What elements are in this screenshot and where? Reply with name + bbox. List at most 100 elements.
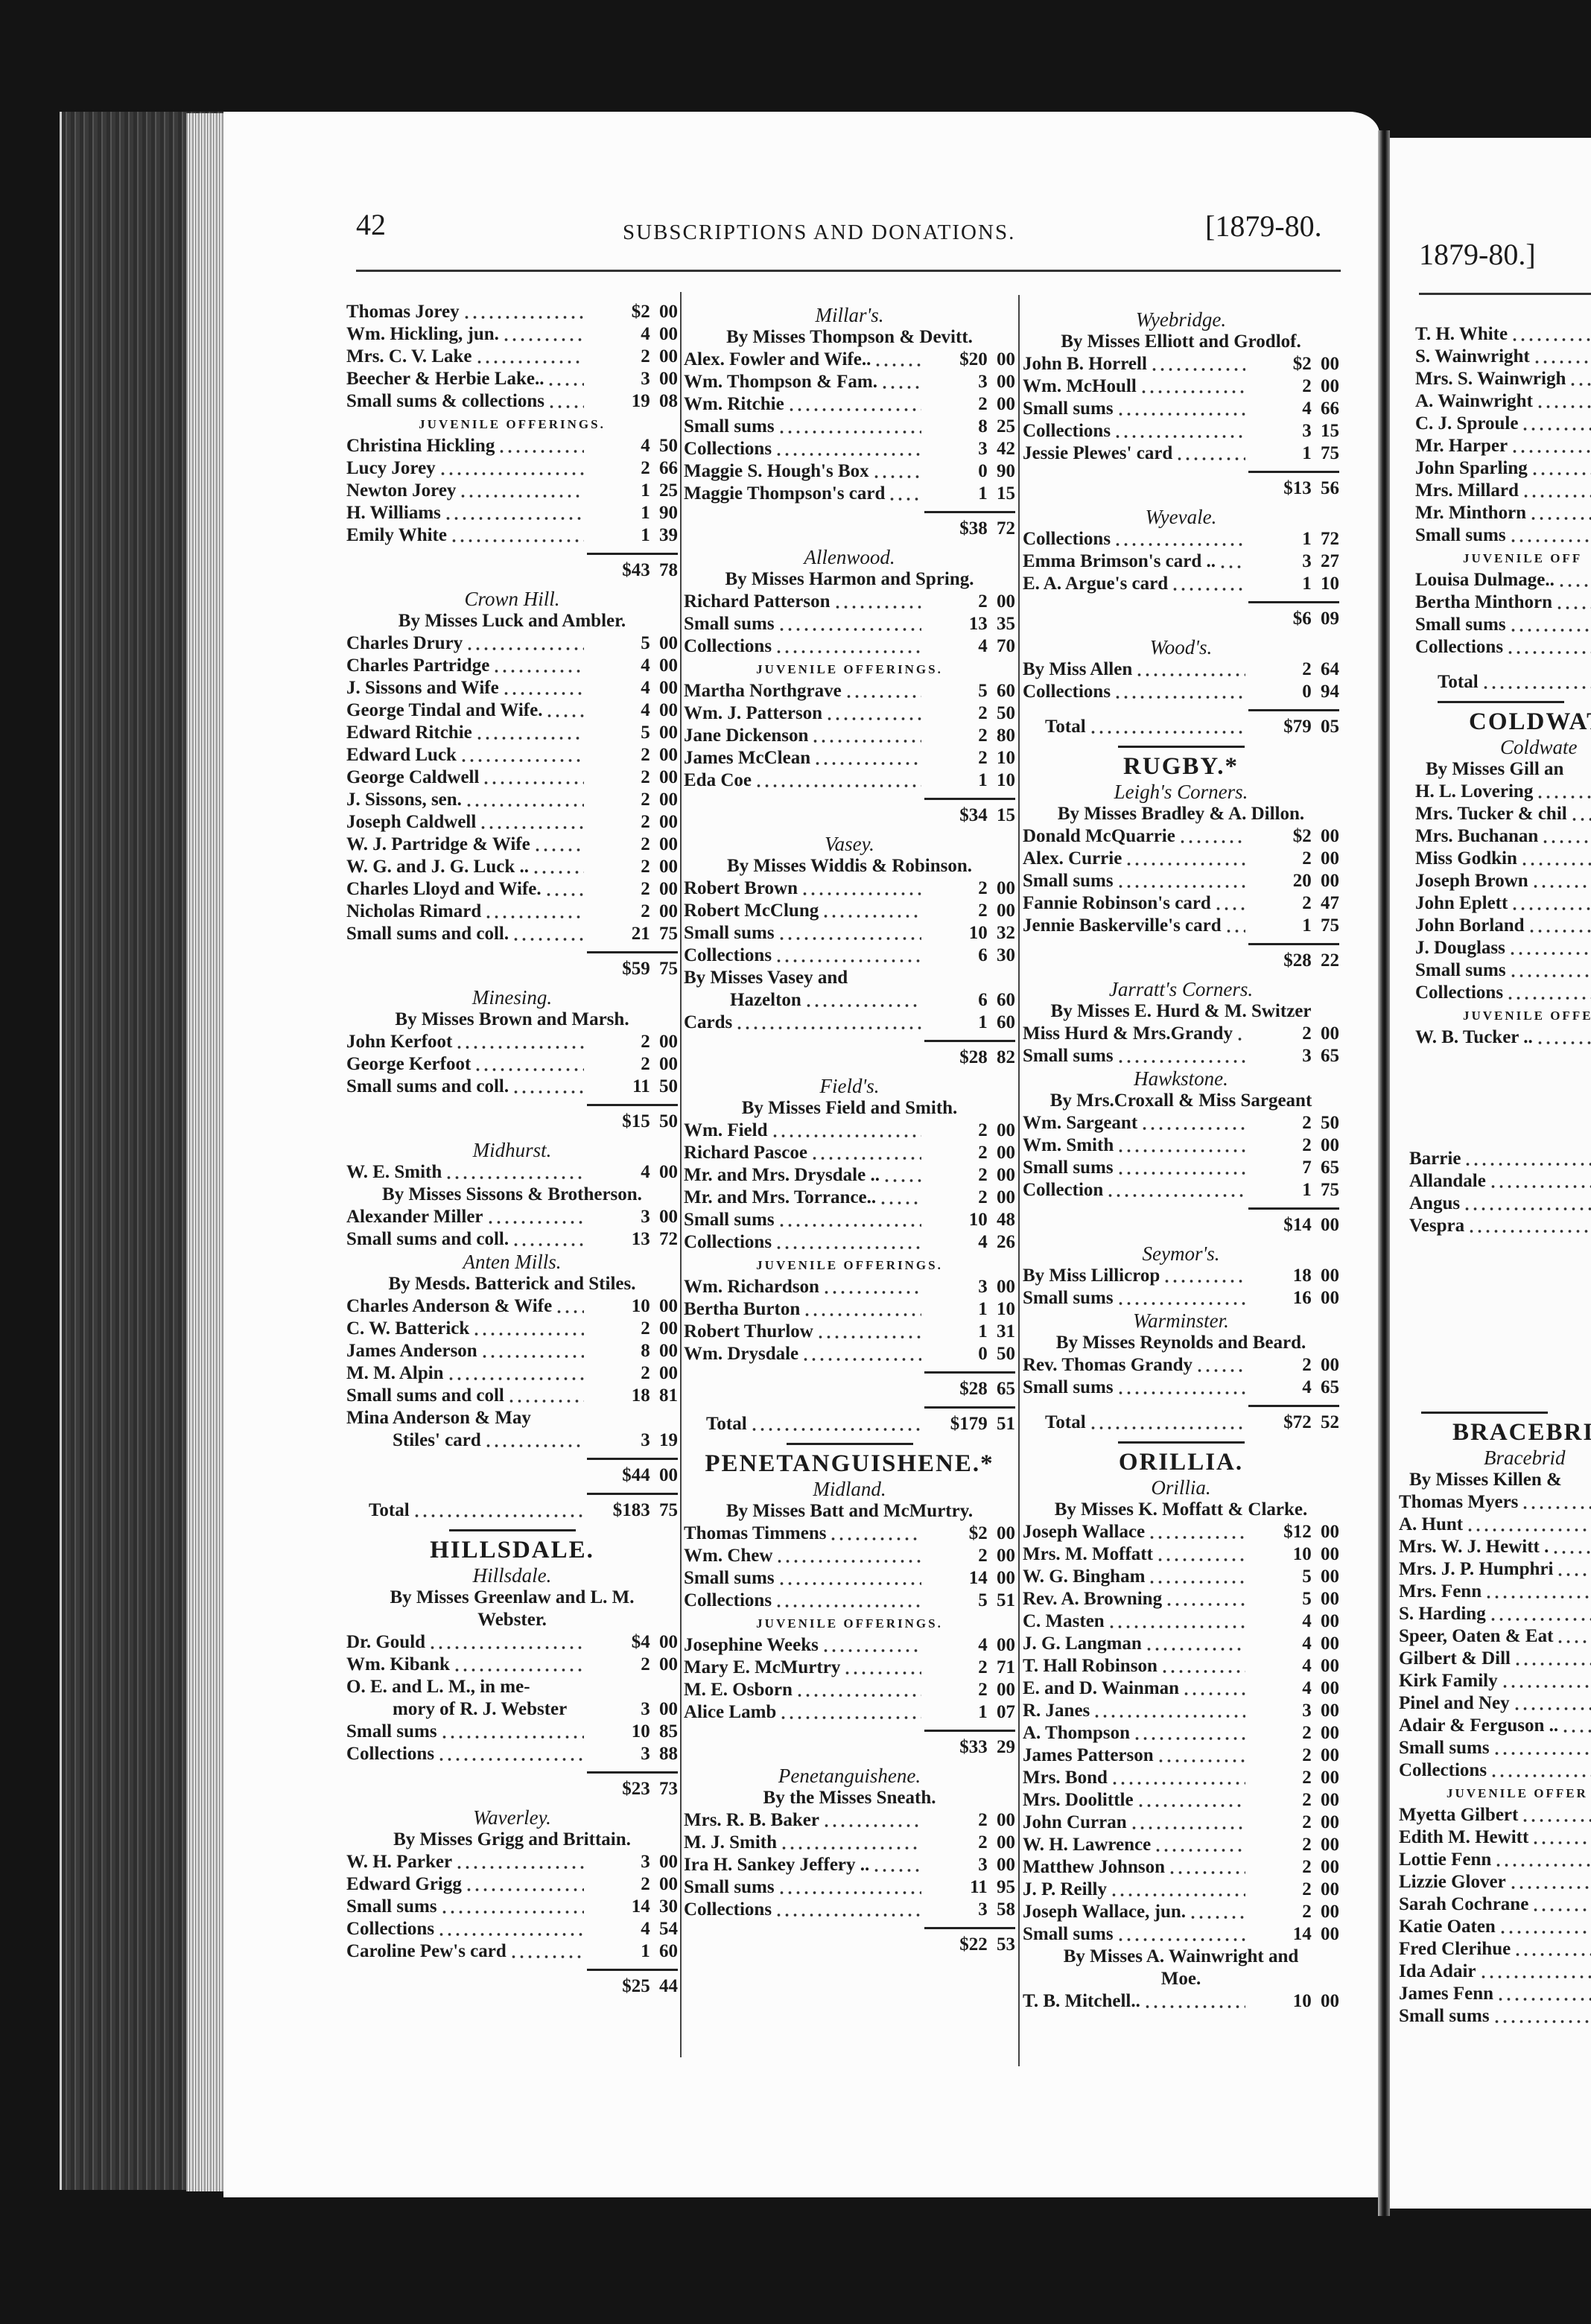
donor-name: Wm. McHoull <box>1023 376 1137 396</box>
entry-row: J. Douglass <box>1415 937 1591 959</box>
place-heading: Midland. <box>813 1478 886 1500</box>
donor-name: John B. Horrell <box>1023 354 1147 374</box>
entry-row: Robert Brown 2 00 <box>684 877 1015 900</box>
donor-name: Adair & Ferguson .. <box>1399 1715 1559 1736</box>
total: Total $79 05 <box>1023 709 1339 738</box>
donor-name: Alex. Fowler and Wife.. <box>684 349 871 369</box>
donor-name: Wm. Hickling, jun. <box>346 324 499 344</box>
donor-name: Small sums and coll. <box>346 924 509 944</box>
amount: 1 60 <box>978 1012 1015 1032</box>
amount: 2 00 <box>1302 1879 1339 1899</box>
dot-leader <box>813 747 921 769</box>
entry-row: Mrs. J. P. Humphri <box>1399 1558 1591 1581</box>
amount: 19 08 <box>631 391 678 411</box>
subtotal-row: $28 65 <box>684 1378 1015 1400</box>
dot-leader <box>479 811 584 834</box>
subtotal-amount: $28 65 <box>959 1379 1015 1399</box>
place-heading: Vasey. <box>825 833 874 855</box>
donor-name: John Kerfoot <box>346 1032 453 1052</box>
dot-leader <box>1535 390 1591 413</box>
juvenile-offerings-heading: JUVENILE OFFERINGS. <box>756 662 943 676</box>
entry-row: Alexander Miller 3 00 <box>346 1206 678 1228</box>
amount: 2 00 <box>978 901 1015 921</box>
dot-leader <box>1463 1193 1591 1215</box>
subtotal-rule <box>924 1730 1015 1732</box>
dot-leader <box>1492 1737 1591 1759</box>
entry-row: Small sums and coll. 11 50 <box>346 1076 678 1098</box>
dot-leader <box>844 680 921 702</box>
donor-name: Small sums <box>1023 399 1114 419</box>
entry-row: Robert Thurlow 1 31 <box>684 1321 1015 1343</box>
donor-name: Collections <box>684 1899 772 1920</box>
dot-leader <box>498 435 584 457</box>
amount: 3 00 <box>1302 1701 1339 1721</box>
dot-leader <box>555 1295 584 1318</box>
donor-name: Cards <box>684 1012 733 1032</box>
total: Total <box>1415 664 1591 693</box>
dot-leader <box>1175 442 1245 465</box>
subtotal-amount: $34 15 <box>959 805 1015 825</box>
dot-leader <box>1506 982 1591 1004</box>
entry-row: Edward Grigg 2 00 <box>346 1873 678 1896</box>
amount: 3 00 <box>641 369 678 389</box>
entry-row: R. Janes 3 00 <box>1023 1700 1339 1722</box>
dot-leader <box>1195 1354 1245 1377</box>
collectors-line: By Misses Grigg and Brittain. <box>393 1829 631 1850</box>
section-title: RUGBY.* <box>1123 753 1239 780</box>
dot-leader <box>446 1362 584 1385</box>
entry-row: Ida Adair <box>1399 1961 1591 1983</box>
entry-row: Mrs. R. B. Baker 2 00 <box>684 1809 1015 1832</box>
entry-row: Christina Hickling 4 50 <box>346 435 678 457</box>
entry-row: W. B. Tucker .. <box>1415 1026 1591 1049</box>
collectors-line: Webster. <box>477 1610 547 1630</box>
donor-name: Small sums <box>1415 525 1506 545</box>
entry-row: H. Williams 1 90 <box>346 502 678 524</box>
dot-leader <box>775 1231 921 1254</box>
donor-name: Collections <box>684 636 772 656</box>
subtotal: $13 56 <box>1023 471 1339 500</box>
dot-leader <box>822 900 921 922</box>
entry-row: Mrs. Millard <box>1415 480 1591 502</box>
amount: 2 00 <box>1302 1768 1339 1788</box>
donor-name: Josephine Weeks <box>684 1635 819 1655</box>
amount: 20 00 <box>1292 871 1339 891</box>
entry-row: Small sums <box>1399 2005 1591 2028</box>
collectors-line: By Misses Widdis & Robinson. <box>726 856 973 876</box>
entry-row: Barrie <box>1409 1148 1591 1170</box>
dot-leader <box>1531 1893 1591 1916</box>
collectors-line: By Misses Greenlaw and L. M. <box>390 1587 635 1607</box>
amount: 1 39 <box>641 525 678 545</box>
dot-leader <box>1116 1377 1245 1399</box>
collectors-line: By Misses Brown and Marsh. <box>395 1009 629 1029</box>
entry-row: Jessie Plewes' card 1 75 <box>1023 442 1339 465</box>
column-2: Millar's. By Misses Thompson & Devitt. Ale… <box>684 304 1015 1962</box>
dot-leader <box>1508 614 1591 636</box>
donor-name: O. E. and L. M., in me- <box>346 1677 530 1697</box>
donor-name: W. G. and J. G. Luck .. <box>346 857 529 877</box>
entry-row: Collections 0 94 <box>1023 681 1339 703</box>
amount: 2 00 <box>641 1654 678 1674</box>
dot-leader <box>492 655 584 677</box>
donor-name: Small sums <box>1023 871 1114 891</box>
entry-row: Charles Partridge 4 00 <box>346 655 678 677</box>
dot-leader <box>1521 1491 1591 1514</box>
donor-name: Edith M. Hewitt <box>1399 1827 1529 1847</box>
section-title: ORILLIA. <box>1118 1449 1244 1476</box>
dot-leader <box>787 393 921 416</box>
entry-row: Small sums <box>1415 614 1591 636</box>
dot-leader <box>1160 1655 1245 1677</box>
dot-leader <box>816 1321 921 1343</box>
entry-row: S. Harding <box>1399 1603 1591 1625</box>
dot-leader <box>506 1385 584 1407</box>
dot-leader <box>428 1631 584 1654</box>
dot-leader <box>1165 1588 1245 1610</box>
donor-name: M. E. Osborn <box>684 1680 793 1700</box>
donor-name: Stiles' card <box>393 1430 481 1450</box>
dot-leader <box>843 1657 921 1679</box>
amount: 3 00 <box>978 1277 1015 1297</box>
dot-leader <box>1508 524 1591 547</box>
entry-row: Lottie Fenn <box>1399 1849 1591 1871</box>
amount: 3 42 <box>978 439 1015 459</box>
subtotal-amount: $15 50 <box>622 1111 678 1131</box>
place-heading: Warminster. <box>1133 1309 1229 1332</box>
